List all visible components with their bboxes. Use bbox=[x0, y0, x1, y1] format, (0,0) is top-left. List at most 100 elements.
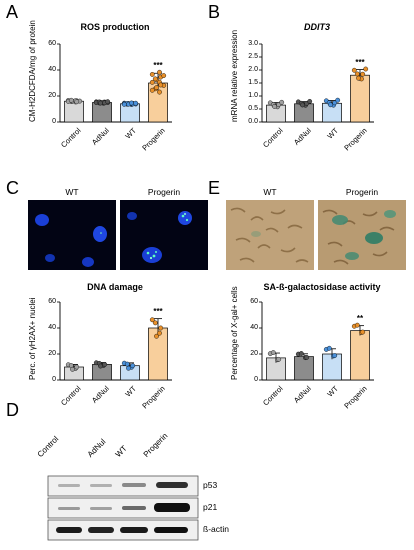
chart-title-b: DDIT3 bbox=[303, 22, 330, 32]
data-point-a-progerin bbox=[157, 69, 162, 75]
data-point-c-progerin bbox=[157, 330, 162, 336]
x-tick-label-b-wt: WT bbox=[325, 126, 341, 141]
data-point-b-control bbox=[272, 104, 277, 109]
blot-strip-p21 bbox=[47, 497, 199, 519]
data-point-a-adnul bbox=[98, 100, 103, 106]
x-tick-label-a-wt: WT bbox=[123, 126, 139, 141]
x-tick-label-e-wt: WT bbox=[325, 384, 341, 399]
x-tick-label-c-adnul: AdNul bbox=[89, 384, 111, 405]
blot-band-label-beta-actin: ß-actin bbox=[203, 524, 229, 534]
data-point-a-progerin bbox=[161, 73, 167, 78]
blot-strip-beta-actin bbox=[47, 519, 199, 541]
panel-letter-e: E bbox=[208, 178, 221, 198]
x-tick-label-c-progerin: Progerin bbox=[140, 384, 167, 411]
data-point-a-progerin bbox=[149, 79, 155, 85]
data-point-a-progerin bbox=[154, 85, 159, 91]
y-tick-label-c: 60 bbox=[48, 297, 56, 305]
data-point-b-progerin bbox=[360, 71, 366, 77]
data-point-a-control bbox=[74, 99, 80, 105]
data-point-b-control bbox=[279, 99, 285, 105]
blot-lane-label-wt: WT bbox=[113, 443, 129, 459]
y-tick-label-b: 1.5 bbox=[248, 78, 258, 86]
data-point-e-adnul bbox=[298, 351, 304, 356]
e-image-label-progerin: Progerin bbox=[345, 187, 379, 197]
bar-a-adnul bbox=[92, 102, 112, 123]
y-tick-label-a: 60 bbox=[48, 39, 56, 47]
data-point-e-wt bbox=[326, 345, 332, 351]
y-axis-label-a: CM-H2DCFDA/mg of protein bbox=[28, 20, 37, 122]
y-axis-label-e: Percentage of X-gal+ cells bbox=[230, 286, 239, 380]
y-tick-label-e: 20 bbox=[250, 349, 258, 357]
y-tick-label-c: 0 bbox=[52, 375, 56, 383]
blot-strip-p53 bbox=[47, 475, 199, 497]
data-point-c-wt bbox=[124, 361, 130, 367]
data-point-b-adnul bbox=[300, 102, 305, 108]
data-point-b-progerin bbox=[354, 71, 360, 77]
data-point-e-progerin bbox=[360, 329, 366, 335]
x-tick-label-e-progerin: Progerin bbox=[342, 384, 369, 411]
blot-band-label-p21: p21 bbox=[203, 502, 218, 512]
y-tick-label-b: 2.0 bbox=[248, 65, 258, 73]
y-tick-label-b: 1.0 bbox=[248, 91, 258, 99]
x-tick-label-e-control: Control bbox=[261, 384, 285, 408]
significance-c-progerin: *** bbox=[153, 306, 163, 316]
data-point-c-control bbox=[70, 366, 75, 372]
data-point-b-progerin bbox=[356, 75, 361, 81]
y-tick-label-e: 0 bbox=[254, 375, 258, 383]
chart-title-c: DNA damage bbox=[87, 282, 143, 292]
plot-area-b bbox=[259, 43, 374, 123]
significance-e-progerin: ** bbox=[356, 313, 364, 323]
data-point-a-progerin bbox=[158, 82, 164, 88]
data-point-a-wt bbox=[133, 100, 139, 106]
data-point-c-adnul bbox=[98, 363, 103, 369]
y-tick-label-c: 20 bbox=[48, 349, 56, 357]
bar-e-progerin bbox=[350, 330, 370, 381]
bar-a-control bbox=[64, 100, 84, 123]
blot-lane-label-control: Control bbox=[35, 434, 61, 459]
data-point-c-control bbox=[74, 364, 80, 370]
y-tick-label-c: 40 bbox=[48, 323, 56, 331]
e-image-label-wt: WT bbox=[263, 187, 277, 197]
data-point-e-progerin bbox=[354, 322, 360, 328]
data-point-c-wt bbox=[130, 363, 136, 369]
y-tick-label-a: 40 bbox=[48, 65, 56, 73]
data-point-b-wt bbox=[335, 97, 341, 103]
x-tick-label-e-adnul: AdNul bbox=[291, 384, 313, 405]
e-xgal-wt-image bbox=[226, 200, 314, 270]
data-point-b-adnul bbox=[307, 98, 313, 104]
y-tick-label-a: 20 bbox=[48, 91, 56, 99]
data-point-a-progerin bbox=[149, 87, 155, 93]
data-point-b-progerin bbox=[351, 67, 357, 73]
y-tick-label-a: 0 bbox=[52, 117, 56, 125]
data-point-b-wt bbox=[328, 102, 333, 108]
x-tick-label-a-adnul: AdNul bbox=[89, 126, 111, 147]
blot-lane-label-progerin: Progerin bbox=[141, 431, 170, 459]
data-point-a-adnul bbox=[105, 99, 111, 105]
x-tick-label-a-progerin: Progerin bbox=[140, 126, 167, 153]
significance-b-progerin: *** bbox=[355, 57, 365, 67]
plot-area-c bbox=[57, 301, 172, 381]
data-point-c-progerin bbox=[158, 325, 164, 331]
data-point-e-control bbox=[270, 350, 276, 355]
x-tick-label-c-control: Control bbox=[59, 384, 83, 408]
panel-letter-a: A bbox=[6, 2, 19, 22]
blot-lane-label-adnul: AdNul bbox=[85, 437, 108, 459]
bar-b-progerin bbox=[350, 74, 370, 123]
significance-a-progerin: *** bbox=[153, 61, 163, 71]
x-tick-label-b-adnul: AdNul bbox=[291, 126, 313, 147]
data-point-e-control bbox=[276, 356, 282, 362]
y-tick-label-e: 60 bbox=[250, 297, 258, 305]
data-point-c-wt bbox=[126, 365, 131, 371]
c-image-label-wt: WT bbox=[65, 187, 79, 197]
y-tick-label-b: 0.0 bbox=[248, 117, 258, 125]
y-tick-label-b: 0.5 bbox=[248, 104, 258, 112]
chart-title-e: SA-ß-galactosidase activity bbox=[263, 282, 381, 292]
y-tick-label-b: 3.0 bbox=[248, 39, 258, 47]
plot-area-a bbox=[57, 43, 172, 123]
y-tick-label-b: 2.5 bbox=[248, 52, 258, 60]
x-tick-label-b-progerin: Progerin bbox=[342, 126, 369, 153]
panel-letter-d: D bbox=[6, 400, 19, 420]
plot-area-e bbox=[259, 301, 374, 381]
x-tick-label-c-wt: WT bbox=[123, 384, 139, 399]
data-point-b-wt bbox=[332, 100, 338, 106]
